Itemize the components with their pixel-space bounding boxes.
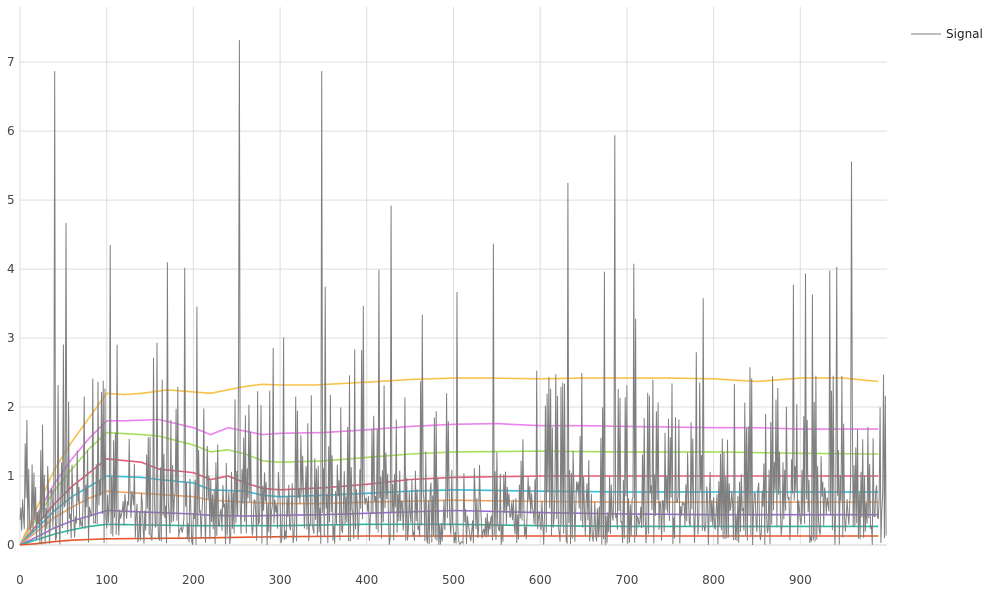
x-tick-label: 500 [442, 573, 465, 587]
y-tick-label: 1 [7, 469, 15, 483]
legend[interactable]: Signal [911, 27, 983, 41]
series-line-7 [19, 509, 879, 546]
y-tick-label: 6 [7, 124, 15, 138]
x-tick-label: 400 [355, 573, 378, 587]
x-tick-label: 0 [16, 573, 24, 587]
signal-series [19, 40, 887, 546]
y-tick-label: 2 [7, 400, 15, 414]
x-tick-label: 100 [95, 573, 118, 587]
x-tick-label: 700 [615, 573, 638, 587]
x-tick-label: 800 [702, 573, 725, 587]
y-tick-label: 4 [7, 262, 15, 276]
y-tick-label: 5 [7, 193, 15, 207]
axis-ticks: 0 100 200 300 400 500 600 700 800 900 0 1 2 3 4 5 6 7 [7, 55, 812, 587]
x-tick-label: 200 [182, 573, 205, 587]
y-tick-label: 3 [7, 331, 15, 345]
x-tick-label: 900 [789, 573, 812, 587]
y-tick-label: 7 [7, 55, 15, 69]
series-line-1 [19, 377, 879, 546]
signal-line [19, 40, 887, 546]
y-tick-label: 0 [7, 538, 15, 552]
x-tick-label: 600 [529, 573, 552, 587]
x-tick-label: 300 [269, 573, 292, 587]
series-line-9 [19, 535, 879, 546]
legend-label-signal: Signal [946, 27, 983, 41]
